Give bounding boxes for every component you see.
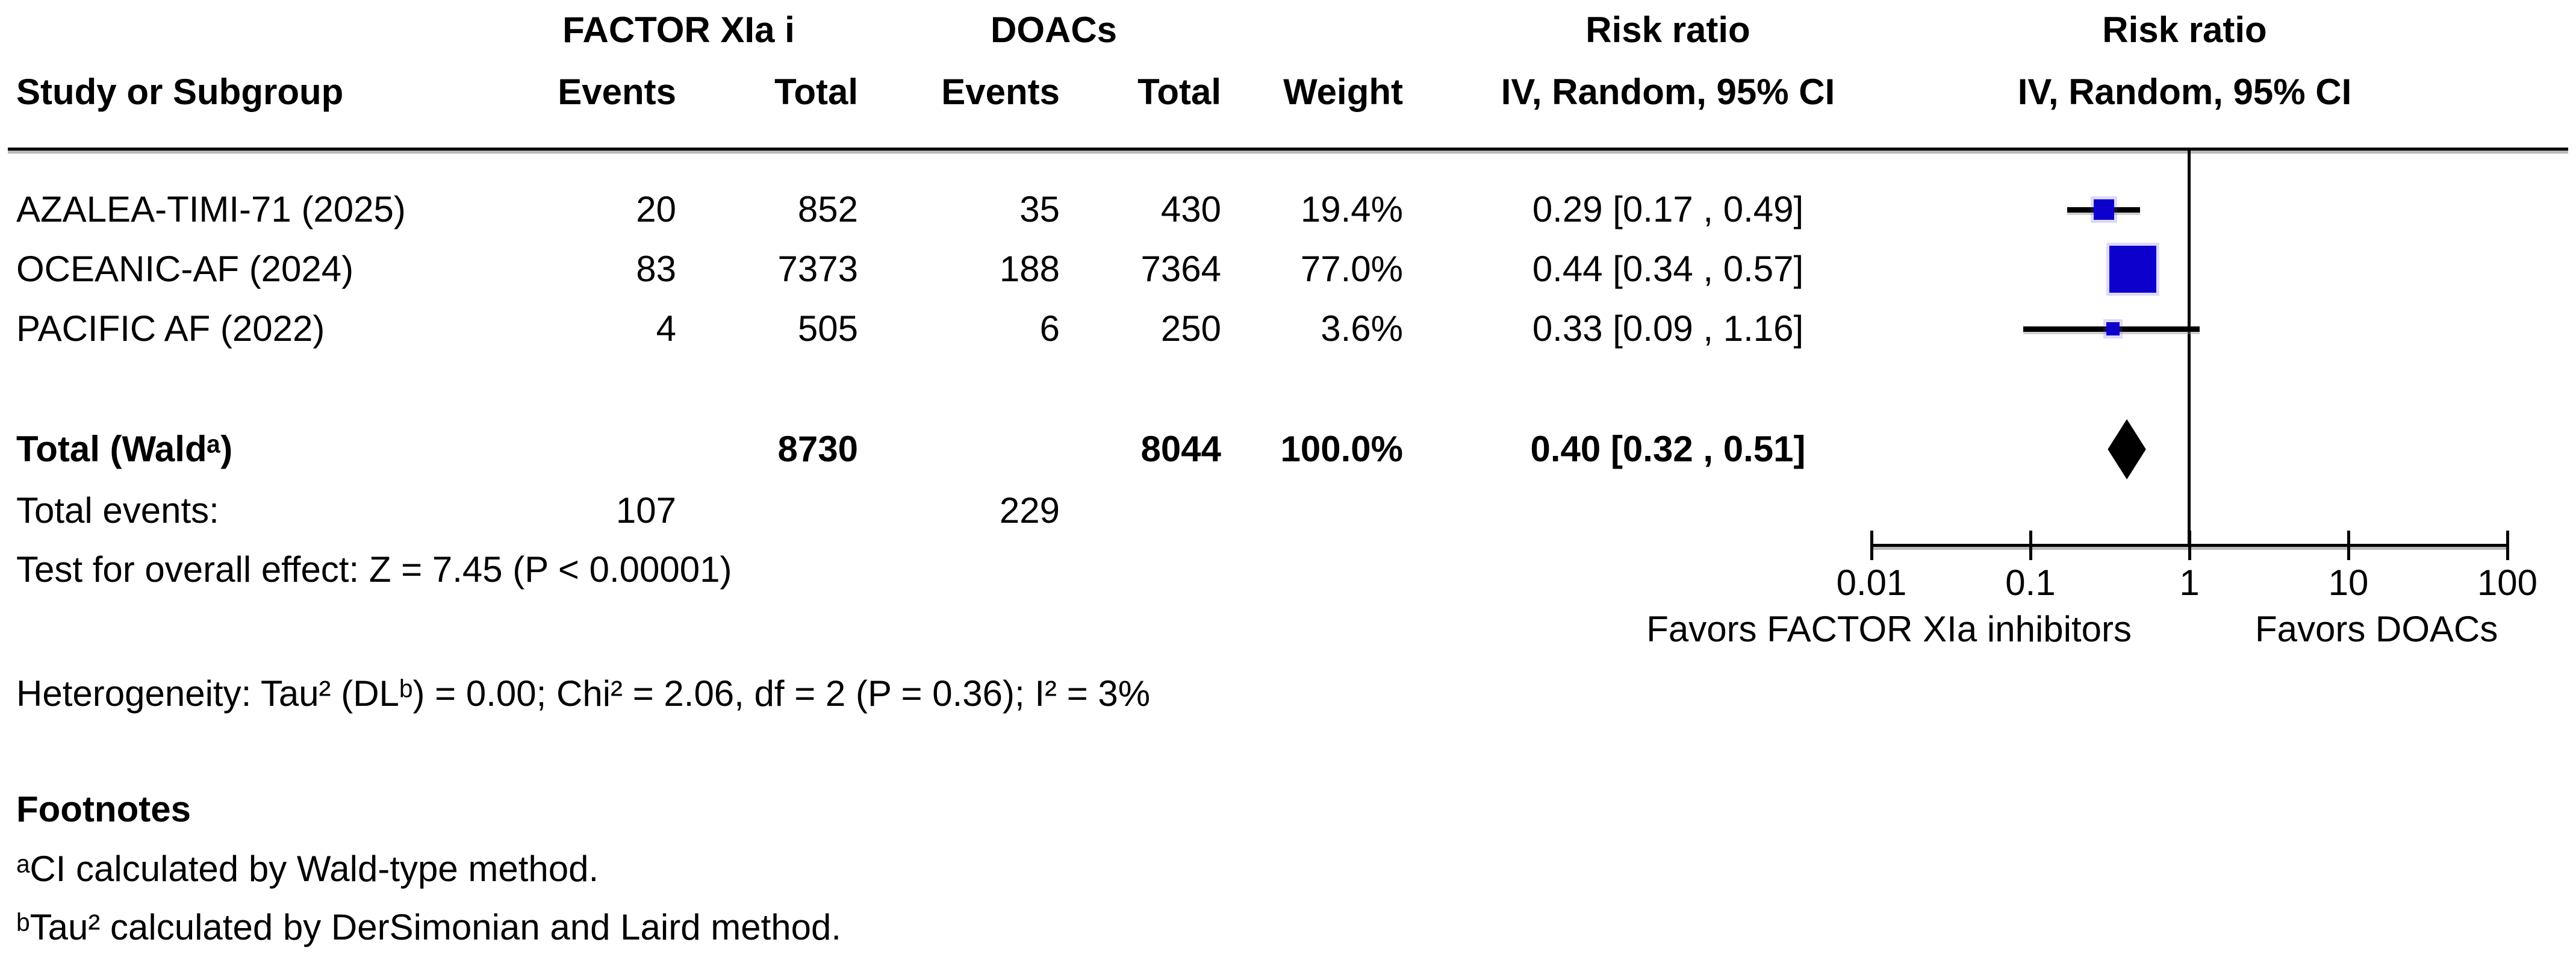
axis-tick-label: 0.1	[2005, 563, 2056, 603]
estimate-value: 0.33 [0.09 , 1.16]	[1532, 308, 1804, 349]
exp-total-value: 852	[797, 189, 858, 229]
total-diamond	[2108, 419, 2146, 479]
col-header-ctl-total: Total	[1137, 72, 1221, 112]
footnote-b: ᵇTau² calculated by DerSimonian and Lair…	[16, 907, 842, 947]
axis-tick-label: 100	[2477, 563, 2538, 603]
exp-events-value: 83	[636, 249, 676, 289]
total-weight-value: 100.0%	[1280, 429, 1404, 469]
axis-tick	[1870, 531, 1873, 560]
favors-right-label: Favors DOACs	[2255, 609, 2498, 649]
ctl-events-value: 35	[1019, 189, 1060, 229]
total-ctl-total-value: 8044	[1140, 429, 1221, 469]
axis-tick	[2029, 531, 2032, 560]
total-events-ctl-value: 229	[999, 490, 1060, 531]
weight-value: 77.0%	[1300, 249, 1403, 289]
col-header-ctl-events: Events	[941, 72, 1060, 112]
study-label: OCEANIC-AF (2024)	[16, 249, 354, 289]
group-header-risk-ratio-plot: Risk ratio	[2102, 10, 2267, 50]
ctl-events-value: 188	[999, 249, 1060, 289]
study-point-square	[2106, 322, 2120, 335]
total-row-label: Total (Waldᵃ)	[16, 429, 233, 469]
weight-value: 3.6%	[1321, 308, 1403, 349]
estimate-value: 0.29 [0.17 , 0.49]	[1532, 189, 1804, 229]
col-header-study: Study or Subgroup	[16, 72, 344, 112]
total-exp-total-value: 8730	[777, 429, 858, 469]
axis-tick-label: 0.01	[1836, 563, 1907, 603]
col-header-ci-plot: IV, Random, 95% CI	[2017, 72, 2352, 112]
col-header-weight: Weight	[1283, 72, 1403, 112]
col-header-exp-total: Total	[774, 72, 858, 112]
study-label: PACIFIC AF (2022)	[16, 308, 325, 349]
group-header-experimental: FACTOR XIa i	[562, 10, 795, 50]
overall-effect-text: Test for overall effect: Z = 7.45 (P < 0…	[16, 549, 732, 590]
total-events-exp-value: 107	[615, 490, 676, 531]
axis-tick-label: 10	[2328, 563, 2369, 603]
favors-left-label: Favors FACTOR XIa inhibitors	[1646, 609, 2132, 649]
exp-events-value: 20	[636, 189, 676, 229]
ctl-total-value: 7364	[1140, 249, 1221, 289]
col-header-exp-events: Events	[558, 72, 676, 112]
weight-value: 19.4%	[1300, 189, 1403, 229]
study-label: AZALEA-TIMI-71 (2025)	[16, 189, 406, 229]
estimate-value: 0.44 [0.34 , 0.57]	[1532, 249, 1804, 289]
exp-events-value: 4	[656, 308, 676, 349]
total-events-label: Total events:	[16, 490, 219, 531]
exp-total-value: 7373	[777, 249, 858, 289]
study-point-square	[2094, 199, 2115, 220]
null-effect-line	[2188, 149, 2191, 545]
total-estimate-value: 0.40 [0.32 , 0.51]	[1530, 429, 1806, 469]
group-header-control: DOACs	[990, 10, 1118, 50]
axis-tick	[2506, 531, 2509, 560]
footnote-a: ᵃCI calculated by Wald-type method.	[16, 849, 599, 889]
axis-tick	[2188, 531, 2191, 560]
exp-total-value: 505	[797, 308, 858, 349]
footnotes-header: Footnotes	[16, 789, 191, 829]
group-header-risk-ratio-text: Risk ratio	[1585, 10, 1750, 50]
axis-tick	[2347, 531, 2350, 560]
heterogeneity-text: Heterogeneity: Tau² (DLᵇ) = 0.00; Chi² =…	[16, 673, 1151, 714]
axis-tick-label: 1	[2179, 563, 2200, 603]
ctl-events-value: 6	[1039, 308, 1060, 349]
study-point-square	[2109, 246, 2156, 293]
ctl-total-value: 250	[1160, 308, 1221, 349]
ctl-total-value: 430	[1160, 189, 1221, 229]
col-header-ci-text: IV, Random, 95% CI	[1501, 72, 1835, 112]
header-rule	[8, 148, 2568, 151]
